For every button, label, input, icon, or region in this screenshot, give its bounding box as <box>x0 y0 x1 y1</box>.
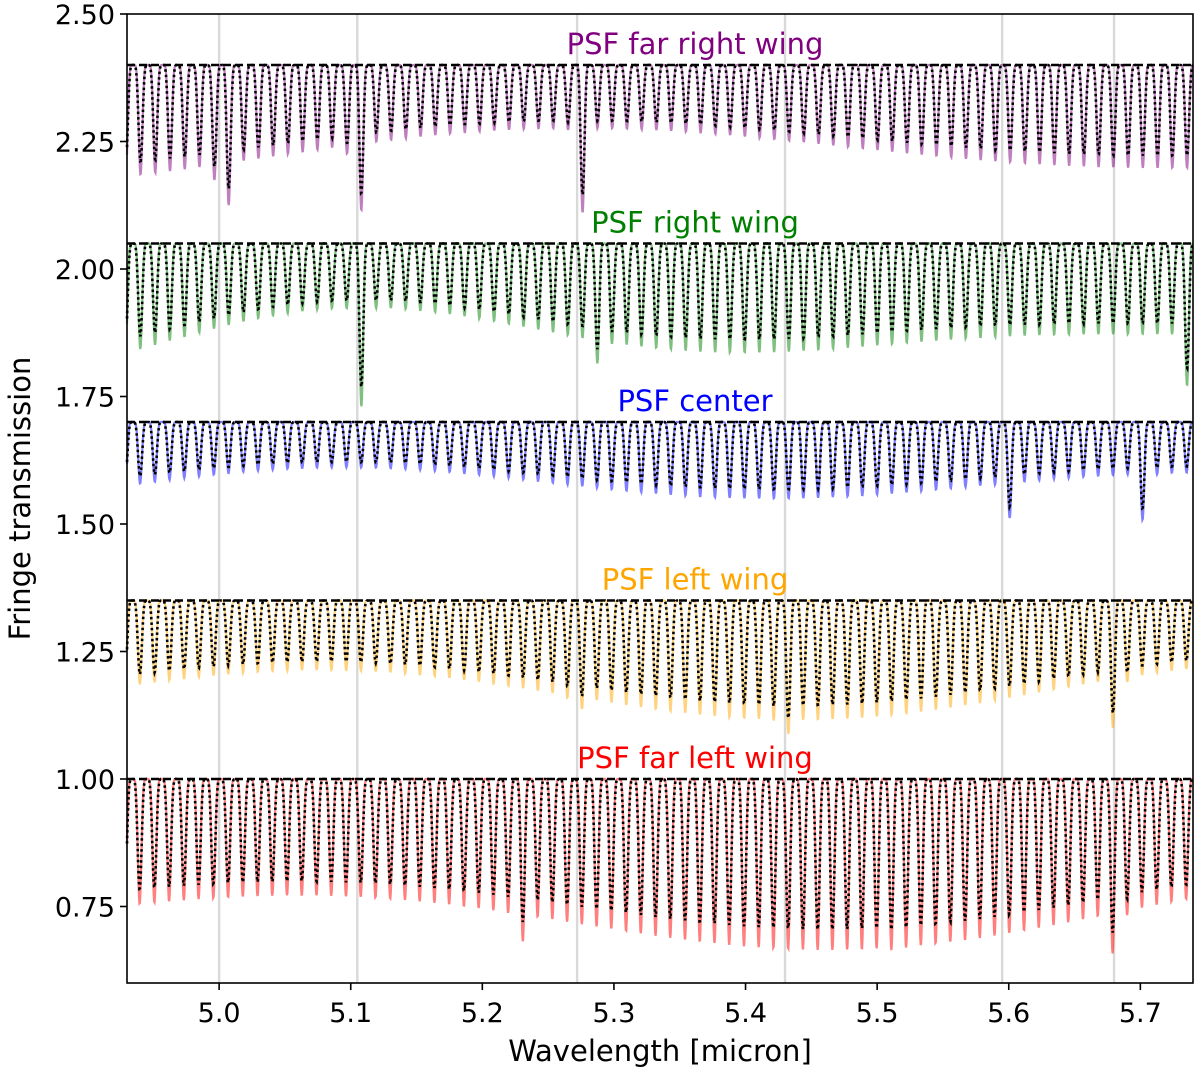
x-tick-label-0: 5.0 <box>198 998 241 1029</box>
series-label-1: PSF right wing <box>591 206 799 240</box>
x-tick-label-4: 5.4 <box>724 998 767 1029</box>
series-line-2 <box>125 420 1194 524</box>
series-layer <box>125 63 1194 954</box>
x-tick-label-1: 5.1 <box>329 998 372 1029</box>
x-tick-label-3: 5.3 <box>592 998 635 1029</box>
series-label-0: PSF far right wing <box>567 27 824 61</box>
y-axis-ticks: 0.75 1.00 1.25 1.50 1.75 2.00 2.25 2.50 <box>55 0 127 924</box>
y-tick-label-4: 1.75 <box>55 383 115 414</box>
model-line-0 <box>125 63 1194 200</box>
x-tick-label-5: 5.5 <box>856 998 899 1029</box>
x-axis-ticks: 5.0 5.1 5.2 5.3 5.4 5.5 5.6 5.7 <box>198 983 1162 1029</box>
series-label-2: PSF center <box>617 384 772 418</box>
y-tick-label-3: 1.50 <box>55 510 115 541</box>
x-tick-label-7: 5.7 <box>1119 998 1162 1029</box>
model-line-1 <box>125 242 1194 388</box>
vertical-reference-lines <box>217 14 1116 983</box>
y-tick-label-2: 1.25 <box>55 638 115 669</box>
series-labels: PSF far right wing PSF right wing PSF cent… <box>567 27 824 775</box>
model-line-3 <box>125 599 1194 719</box>
model-line-4 <box>125 777 1194 933</box>
x-axis-label: Wavelength [micron] <box>508 1034 812 1068</box>
x-tick-label-6: 5.6 <box>987 998 1030 1029</box>
series-label-3: PSF left wing <box>602 563 789 597</box>
plot-frame <box>126 13 1194 984</box>
series-line-3 <box>125 599 1194 735</box>
series-label-4: PSF far left wing <box>577 741 813 775</box>
y-axis-label: Fringe transmission <box>3 357 37 641</box>
y-tick-label-1: 1.00 <box>55 765 115 796</box>
y-tick-label-0: 0.75 <box>55 893 115 924</box>
x-tick-label-2: 5.2 <box>461 998 504 1029</box>
y-tick-label-7: 2.50 <box>55 0 115 31</box>
y-tick-label-5: 2.00 <box>55 255 115 286</box>
y-tick-label-6: 2.25 <box>55 128 115 159</box>
